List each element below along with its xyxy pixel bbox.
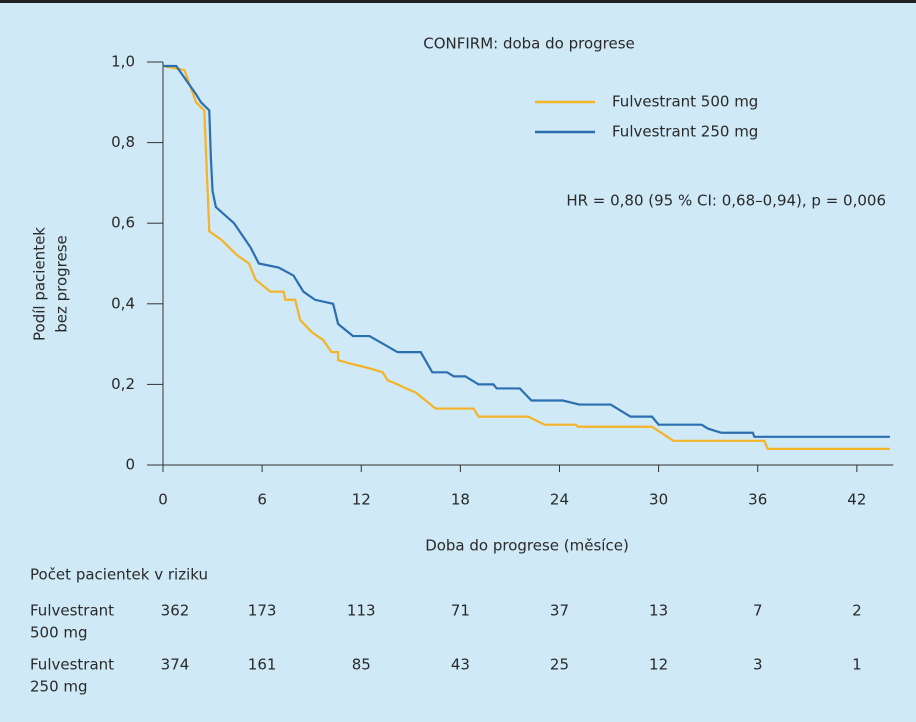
- x-tick-label: 6: [257, 491, 267, 509]
- x-tick-label: 12: [352, 491, 371, 509]
- risk-count: 85: [352, 656, 371, 674]
- risk-count: 3: [753, 656, 763, 674]
- chart-title: CONFIRM: doba do progrese: [423, 35, 635, 53]
- legend-label: Fulvestrant 500 mg: [612, 93, 758, 111]
- risk-count: 2: [852, 602, 862, 620]
- y-axis-label: bez progrese: [53, 235, 71, 333]
- risk-row-label: 250 mg: [30, 678, 88, 696]
- survival-curve: [163, 64, 890, 438]
- risk-count: 43: [451, 656, 470, 674]
- x-tick-label: 30: [649, 491, 668, 509]
- x-tick-label: 36: [748, 491, 767, 509]
- survival-curve: [162, 64, 890, 450]
- x-tick-label: 0: [158, 491, 168, 509]
- y-tick-label: 0,8: [111, 133, 135, 151]
- y-tick-label: 0,2: [111, 375, 135, 393]
- risk-count: 12: [649, 656, 668, 674]
- risk-row-label: Fulvestrant: [30, 602, 114, 620]
- x-tick-label: 18: [451, 491, 470, 509]
- risk-count: 173: [248, 602, 277, 620]
- risk-count: 113: [347, 602, 376, 620]
- y-tick-label: 1,0: [111, 53, 135, 71]
- risk-count: 13: [649, 602, 668, 620]
- x-axis-label: Doba do progrese (měsíce): [425, 537, 629, 555]
- y-tick-label: 0,6: [111, 214, 135, 232]
- risk-row-label: 500 mg: [30, 624, 88, 642]
- risk-row-label: Fulvestrant: [30, 656, 114, 674]
- annotation: HR = 0,80 (95 % CI: 0,68–0,94), p = 0,00…: [566, 192, 886, 210]
- x-tick-label: 24: [550, 491, 569, 509]
- legend-label: Fulvestrant 250 mg: [612, 123, 758, 141]
- risk-count: 374: [161, 656, 190, 674]
- risk-count: 25: [550, 656, 569, 674]
- y-tick-label: 0,4: [111, 294, 135, 312]
- risk-count: 71: [451, 602, 470, 620]
- risk-count: 37: [550, 602, 569, 620]
- top-rule: [0, 0, 916, 3]
- risk-count: 362: [161, 602, 190, 620]
- risk-count: 1: [852, 656, 862, 674]
- risk-count: 161: [248, 656, 277, 674]
- y-tick-label: 0: [125, 456, 135, 474]
- y-axis-label: Podíl pacientek: [31, 227, 49, 341]
- risk-count: 7: [753, 602, 763, 620]
- risk-table-title: Počet pacientek v riziku: [30, 566, 208, 584]
- x-tick-label: 42: [847, 491, 866, 509]
